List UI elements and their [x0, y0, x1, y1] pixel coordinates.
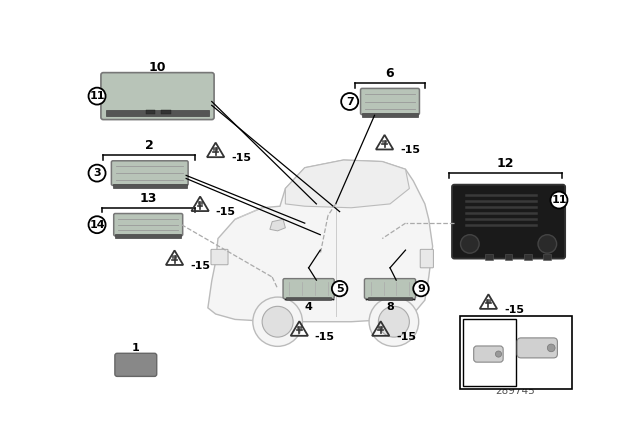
Text: 11: 11 [90, 91, 105, 101]
Circle shape [547, 344, 555, 352]
Text: 5: 5 [465, 343, 472, 353]
Circle shape [538, 235, 557, 253]
Bar [524, 254, 532, 260]
Bar [505, 254, 513, 260]
Circle shape [550, 192, 568, 208]
Text: -15: -15 [315, 332, 335, 342]
Text: 11: 11 [551, 195, 566, 205]
Bar [106, 110, 209, 116]
Text: 5: 5 [336, 284, 344, 293]
Bar [161, 110, 171, 114]
Circle shape [378, 306, 410, 337]
Circle shape [262, 306, 293, 337]
Circle shape [88, 216, 106, 233]
Text: 10: 10 [148, 61, 166, 74]
Text: 8: 8 [386, 302, 394, 312]
Circle shape [461, 235, 479, 253]
FancyBboxPatch shape [360, 88, 419, 115]
Text: 9: 9 [465, 355, 472, 365]
Text: 4: 4 [305, 302, 312, 312]
Text: 9: 9 [417, 284, 425, 293]
Text: 6: 6 [386, 67, 394, 80]
Text: -15: -15 [216, 207, 236, 217]
Circle shape [88, 88, 106, 104]
Bar [485, 254, 493, 260]
FancyBboxPatch shape [114, 214, 182, 236]
Text: -15: -15 [190, 260, 210, 271]
Bar [113, 184, 187, 188]
Bar [115, 234, 181, 238]
Bar [543, 254, 551, 260]
FancyBboxPatch shape [364, 279, 415, 299]
Polygon shape [208, 160, 433, 322]
Bar [367, 297, 412, 300]
Text: 7: 7 [518, 332, 527, 342]
Text: -15: -15 [504, 305, 524, 315]
FancyBboxPatch shape [111, 161, 188, 185]
Text: -15: -15 [231, 154, 251, 164]
Polygon shape [285, 160, 410, 208]
Text: 3: 3 [518, 322, 526, 332]
Text: 3: 3 [93, 168, 101, 178]
Circle shape [253, 297, 303, 346]
FancyBboxPatch shape [474, 346, 503, 362]
Bar [460, 315, 572, 389]
FancyBboxPatch shape [452, 185, 565, 258]
Polygon shape [270, 220, 285, 231]
Circle shape [88, 165, 106, 181]
Text: 14: 14 [518, 352, 534, 362]
FancyBboxPatch shape [517, 338, 557, 358]
FancyBboxPatch shape [420, 250, 433, 268]
Text: 11: 11 [518, 342, 534, 352]
Circle shape [369, 297, 419, 346]
Text: 289745: 289745 [495, 386, 536, 396]
Circle shape [413, 281, 429, 296]
Bar [362, 113, 418, 117]
Bar [463, 319, 516, 386]
FancyBboxPatch shape [101, 73, 214, 120]
Bar [286, 297, 331, 300]
FancyBboxPatch shape [283, 279, 334, 299]
Circle shape [341, 93, 358, 110]
Circle shape [495, 351, 502, 357]
Bar [146, 110, 155, 114]
Text: 13: 13 [140, 192, 157, 205]
Text: 1: 1 [132, 343, 140, 353]
Text: -15: -15 [396, 332, 416, 342]
Circle shape [332, 281, 348, 296]
Text: -15: -15 [400, 145, 420, 155]
FancyBboxPatch shape [115, 353, 157, 376]
FancyBboxPatch shape [211, 250, 228, 265]
Text: 7: 7 [346, 96, 353, 107]
Text: 14: 14 [89, 220, 105, 230]
Text: 2: 2 [145, 139, 154, 152]
Text: 12: 12 [497, 157, 514, 170]
